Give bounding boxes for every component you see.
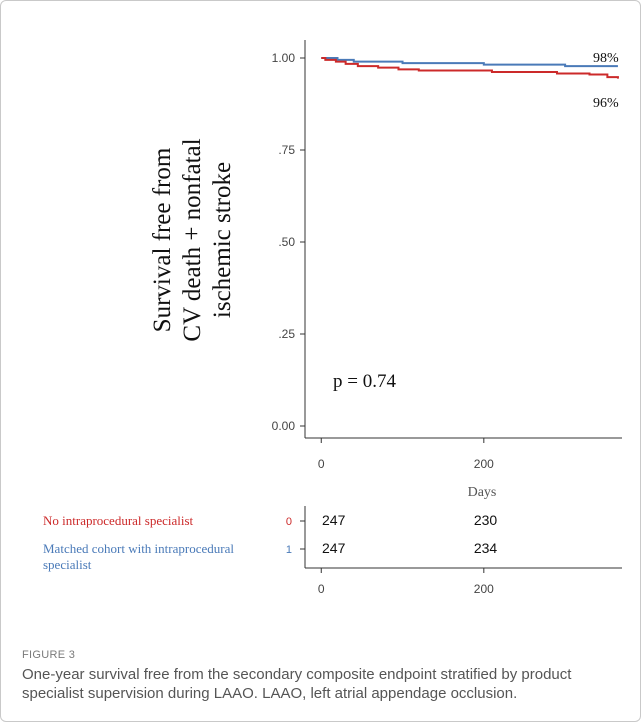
end-label-0: 98% — [593, 51, 619, 66]
figure-svg: 0.00 .25 .50 .75 1.00 0 200 98% 96% p = 0.74 D… — [43, 40, 622, 596]
risk-table-rows: No intraprocedural specialist 0 247 230 Matc… — [43, 512, 497, 572]
y-ticks: 0.00 .25 .50 .75 1.00 — [272, 51, 305, 433]
p-value-annotation: p = 0.74 — [333, 371, 396, 392]
x-axis-title: Days — [468, 485, 497, 500]
x-tick-label: 200 — [474, 457, 494, 471]
risk-count: 247 — [322, 512, 346, 528]
y-axis-title-line-3: ischemic stroke — [209, 162, 236, 318]
risk-x-tick-label: 200 — [474, 582, 494, 596]
y-tick-label: .25 — [278, 327, 295, 341]
x-ticks: 0 200 — [318, 438, 494, 471]
risk-row-label: Matched cohort with intraprocedural — [43, 541, 234, 556]
y-axis-title-line-2: CV death + nonfatal — [179, 138, 206, 341]
main-plot: 0.00 .25 .50 .75 1.00 0 200 98% 96% p = 0.74 D… — [272, 40, 622, 500]
risk-table-x-ticks: 0 200 — [318, 568, 494, 596]
risk-row-label: No intraprocedural specialist — [43, 513, 194, 528]
y-tick-label: 0.00 — [272, 419, 296, 433]
risk-row-label: specialist — [43, 557, 92, 572]
risk-count: 247 — [322, 540, 346, 556]
risk-table: No intraprocedural specialist 0 247 230 Matc… — [43, 506, 622, 596]
y-tick-label: .50 — [278, 235, 295, 249]
risk-count: 230 — [474, 512, 498, 528]
survival-curve-0 — [321, 57, 618, 68]
y-axis-title-line-1: Survival free from — [149, 147, 176, 332]
figure-caption: One-year survival free from the secondar… — [22, 666, 572, 702]
survival-curves — [321, 57, 619, 79]
y-tick-label: .75 — [278, 143, 295, 157]
end-label-1: 96% — [593, 96, 619, 111]
risk-x-tick-label: 0 — [318, 582, 325, 596]
x-tick-label: 0 — [318, 457, 325, 471]
risk-row-strata: 1 — [286, 544, 292, 556]
end-labels: 98% 96% — [593, 51, 619, 111]
y-tick-label: 1.00 — [272, 51, 296, 65]
survival-curve-1 — [321, 57, 619, 79]
y-axis-title: Survival free from CV death + nonfatal i… — [149, 138, 236, 341]
figure-label: FIGURE 3 — [22, 649, 76, 661]
risk-row-strata: 0 — [286, 516, 292, 528]
risk-count: 234 — [474, 540, 498, 556]
